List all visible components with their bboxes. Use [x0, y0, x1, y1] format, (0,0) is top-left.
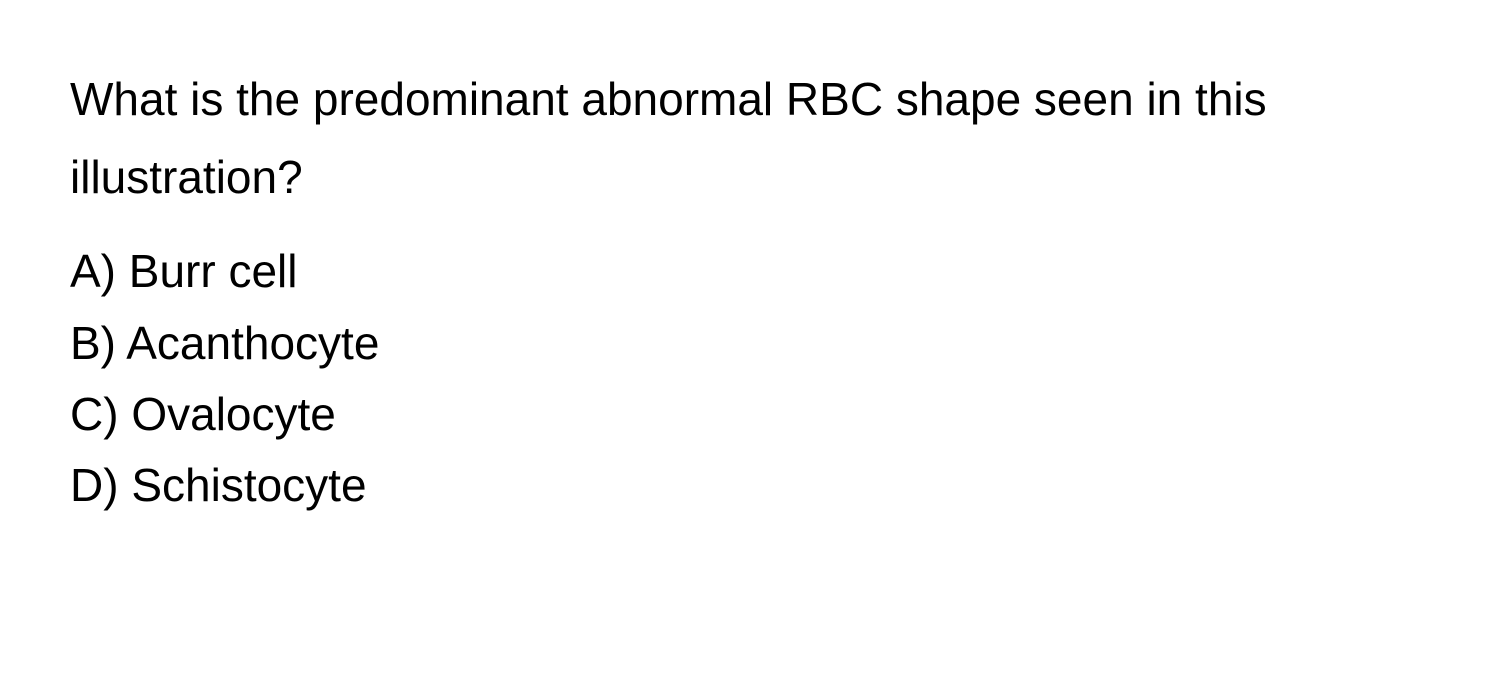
- option-text: Burr cell: [129, 245, 298, 297]
- option-item-d: D) Schistocyte: [70, 450, 1430, 521]
- option-item-a: A) Burr cell: [70, 236, 1430, 307]
- option-label: D): [70, 459, 131, 511]
- option-item-b: B) Acanthocyte: [70, 308, 1430, 379]
- option-text: Acanthocyte: [126, 317, 379, 369]
- option-text: Schistocyte: [131, 459, 366, 511]
- question-text: What is the predominant abnormal RBC sha…: [70, 60, 1430, 216]
- option-label: C): [70, 388, 131, 440]
- option-label: B): [70, 317, 126, 369]
- option-text: Ovalocyte: [131, 388, 336, 440]
- option-item-c: C) Ovalocyte: [70, 379, 1430, 450]
- options-list: A) Burr cell B) Acanthocyte C) Ovalocyte…: [70, 236, 1430, 521]
- option-label: A): [70, 245, 129, 297]
